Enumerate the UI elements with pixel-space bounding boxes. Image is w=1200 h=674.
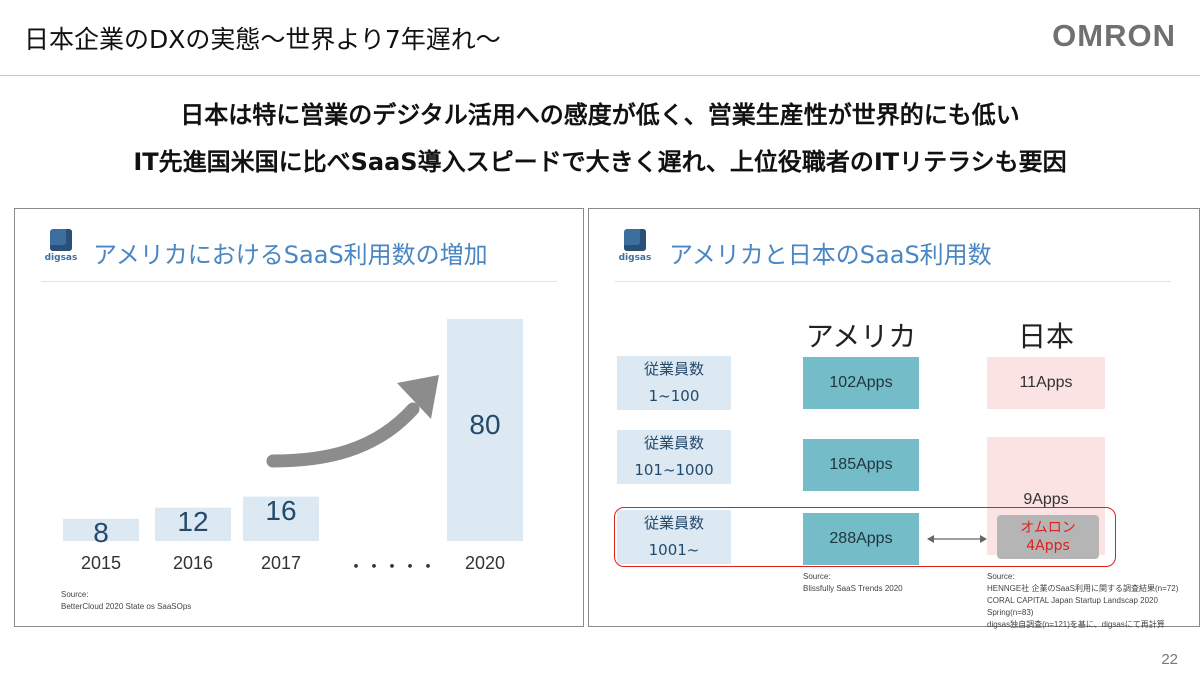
japan-source-line: CORAL CAPITAL Japan Startup Landscap 202… — [987, 596, 1158, 617]
omron-logo: OMRON — [1052, 18, 1176, 53]
japan-source-line: HENNGE社 企業のSaaS利用に関する調査結果(n=72) — [987, 584, 1179, 593]
subtitle-line-2: IT先進国米国に比べSaaS導入スピードで大きく遅れ、上位役職者のITリテラシも… — [133, 148, 1067, 176]
header-divider — [0, 75, 1200, 76]
column-header-us: アメリカ — [805, 320, 917, 353]
row-label-range: 1~100 — [648, 387, 700, 405]
column-header-japan: 日本 — [1017, 320, 1074, 353]
row-label-title: 従業員数 — [643, 434, 704, 452]
left-source: Source: BetterCloud 2020 State os SaaSOp… — [61, 589, 191, 613]
right-panel-title: アメリカと日本のSaaS利用数 — [669, 241, 992, 269]
japan-source: Source: HENNGE社 企業のSaaS利用に関する調査結果(n=72) … — [987, 571, 1199, 631]
bar-value-label: 8 — [93, 516, 109, 548]
row-label-title: 従業員数 — [643, 514, 704, 532]
left-source-label: Source: — [61, 590, 89, 599]
left-panel-title: アメリカにおけるSaaS利用数の増加 — [93, 241, 488, 269]
row-label-range: 101~1000 — [634, 461, 714, 479]
bar-value-label: 12 — [177, 505, 209, 537]
growth-arrow — [266, 402, 420, 468]
bar-2015 — [63, 518, 139, 541]
row-label-medium: 従業員数 101~1000 — [617, 430, 731, 484]
x-tick-label: 2015 — [80, 553, 122, 573]
cube-icon — [624, 229, 646, 251]
japan-value-large: 9Apps — [1023, 491, 1069, 508]
bar-2016 — [155, 507, 231, 541]
saas-growth-chart — [63, 319, 523, 541]
us-saas-growth-panel: digsas アメリカにおけるSaaS利用数の増加 8 2015 12 2016 16 2… — [14, 208, 584, 627]
row-label-small: 従業員数 1~100 — [617, 356, 731, 410]
page-number: 22 — [1161, 651, 1178, 668]
row-label-range: 1001~ — [648, 541, 700, 559]
us-value-large: 288Apps — [803, 513, 919, 565]
us-source-text: Blissfully SaaS Trends 2020 — [803, 584, 903, 593]
x-tick-label: 2020 — [464, 553, 506, 573]
omron-value: 4Apps — [1026, 538, 1070, 554]
bar-value-label: 80 — [469, 409, 501, 440]
japan-source-line: digsas独自調査(n=121)を基に、digsasにて再計算 — [987, 620, 1165, 629]
row-label-title: 従業員数 — [643, 360, 704, 378]
digsas-logo-text: digsas — [44, 253, 78, 263]
slide-title: 日本企業のDXの実態〜世界より7年遅れ〜 — [24, 25, 501, 54]
ellipsis-label: ・・・・・ — [347, 557, 437, 577]
cube-icon — [50, 229, 72, 251]
subtitle-line-1: 日本は特に営業のデジタル活用への感度が低く、営業生産性が世界的にも低い — [180, 101, 1020, 129]
us-value-small: 102Apps — [803, 357, 919, 409]
x-tick-label: 2017 — [260, 553, 302, 573]
right-panel-divider — [615, 281, 1171, 282]
bar-2020 — [447, 319, 523, 541]
comparison-arrow — [927, 535, 987, 543]
omron-value-box: オムロン 4Apps — [997, 515, 1099, 559]
japan-source-label: Source: — [987, 572, 1015, 581]
x-tick-label: 2016 — [172, 553, 214, 573]
growth-arrow-head — [397, 375, 439, 419]
left-panel-divider — [41, 281, 557, 282]
digsas-logo: digsas — [41, 229, 81, 263]
bar-value-label: 16 — [265, 494, 297, 526]
digsas-logo-text: digsas — [618, 253, 652, 263]
us-japan-comparison-panel: digsas アメリカと日本のSaaS利用数 アメリカ 日本 従業員数 1~10… — [588, 208, 1200, 629]
left-source-text: BetterCloud 2020 State os SaaSOps — [61, 602, 192, 611]
digsas-logo: digsas — [615, 229, 655, 263]
us-value-medium: 185Apps — [803, 439, 919, 491]
us-source-label: Source: — [803, 572, 831, 581]
omron-label: オムロン — [1020, 520, 1076, 536]
bar-2017 — [243, 496, 319, 541]
japan-value-small: 11Apps — [987, 357, 1105, 409]
row-label-large: 従業員数 1001~ — [617, 510, 731, 564]
large-company-highlight — [614, 507, 1116, 567]
us-source: Source: Blissfully SaaS Trends 2020 — [803, 571, 903, 595]
